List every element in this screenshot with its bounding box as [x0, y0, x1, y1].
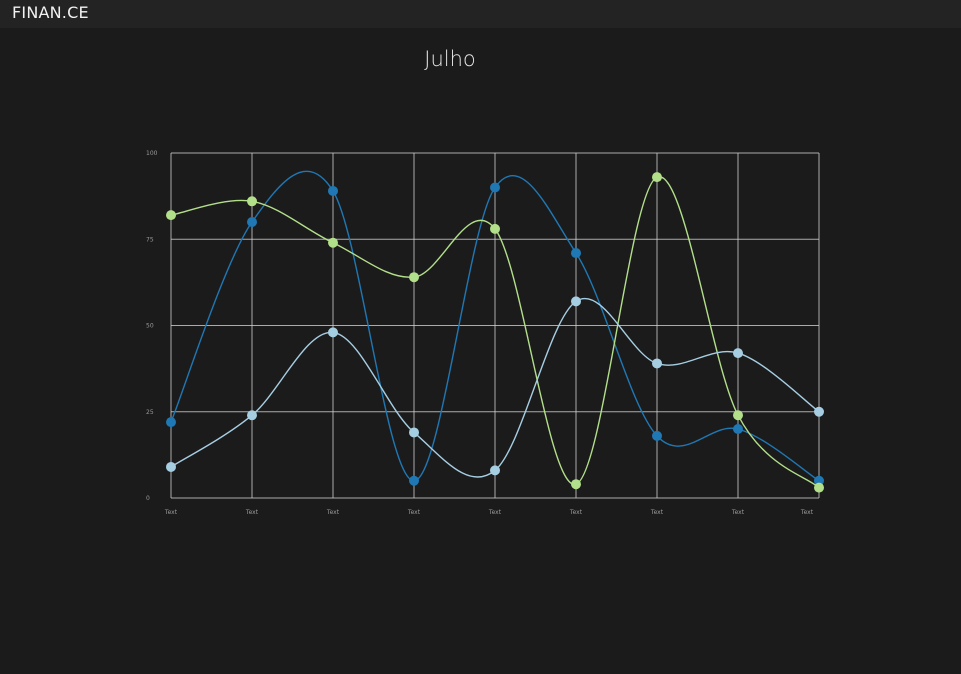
- data-point: [814, 406, 824, 417]
- y-tick-label: 100: [146, 150, 158, 157]
- data-point: [733, 424, 743, 434]
- x-tick-label: Text: [407, 509, 421, 516]
- chart-title: Julho: [424, 47, 476, 71]
- data-point: [166, 461, 176, 472]
- x-tick-label: Text: [650, 509, 664, 516]
- data-point: [571, 248, 581, 259]
- data-point: [571, 479, 581, 490]
- data-point: [328, 327, 338, 338]
- x-tick-label: Text: [569, 509, 583, 516]
- chart-grid: [170, 152, 820, 499]
- y-tick-label: 25: [146, 409, 154, 416]
- data-point: [814, 475, 824, 486]
- series-line-2: [170, 176, 820, 489]
- x-tick-label: Text: [488, 509, 502, 516]
- data-point: [328, 237, 338, 248]
- y-tick-label: 75: [146, 236, 154, 243]
- data-point: [652, 172, 662, 183]
- data-point: [814, 482, 824, 493]
- data-point: [571, 296, 581, 307]
- data-point: [166, 417, 176, 428]
- chart-series: [166, 170, 824, 493]
- data-point: [328, 185, 338, 196]
- data-point: [247, 217, 257, 227]
- x-tick-label: Text: [245, 509, 259, 516]
- top-bar: FINAN.CE: [0, 0, 961, 28]
- data-point: [166, 210, 176, 221]
- data-point: [247, 196, 257, 207]
- data-point: [409, 272, 419, 283]
- data-point: [247, 410, 257, 421]
- data-point: [652, 430, 662, 441]
- y-tick-label: 0: [146, 495, 150, 502]
- data-point: [490, 223, 500, 234]
- x-tick-label: Text: [164, 509, 178, 516]
- y-tick-label: 50: [146, 323, 154, 330]
- data-point: [409, 427, 419, 438]
- app-brand: FINAN.CE: [12, 3, 89, 22]
- data-point: [409, 475, 419, 486]
- data-point: [652, 358, 662, 369]
- x-tick-label: Text: [800, 509, 814, 516]
- series-line-1: [170, 170, 820, 482]
- data-point: [733, 348, 743, 359]
- chart-ticks: 0 25 50 75 100 Text Text Text Text Text Text Text Te…: [146, 150, 814, 516]
- x-tick-label: Text: [731, 509, 745, 516]
- data-point: [733, 410, 743, 421]
- x-tick-label: Text: [326, 509, 340, 516]
- data-point: [490, 465, 500, 476]
- data-point: [490, 182, 500, 193]
